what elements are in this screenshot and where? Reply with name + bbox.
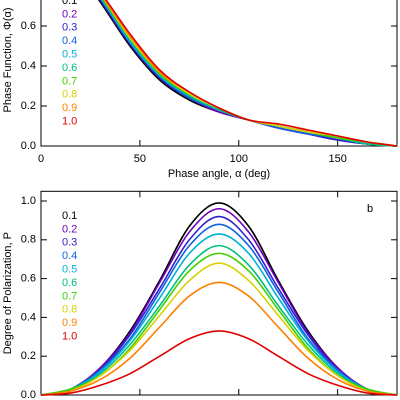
legend-label: 0.1: [62, 210, 77, 222]
x-tick-label: 0: [38, 153, 44, 165]
legend-label: 0.8: [62, 89, 77, 101]
legend-label: 0.1: [62, 0, 77, 7]
legend-label: 0.7: [62, 290, 77, 302]
legend-label: 1.0: [62, 331, 77, 343]
plot-frame: [40, 190, 398, 396]
y-tick-label: 0.4: [21, 60, 36, 72]
legend-label: 0.4: [62, 35, 77, 47]
legend-label: 0.9: [62, 102, 77, 114]
data-line: [97, 0, 398, 147]
data-line: [103, 0, 398, 147]
data-line: [40, 207, 398, 396]
y-tick-label: 0.6: [21, 20, 36, 32]
x-tick-label: 50: [134, 153, 146, 165]
data-line: [103, 0, 398, 147]
data-line: [99, 0, 398, 147]
y-tick-label: 0.8: [21, 234, 36, 246]
data-line: [40, 281, 398, 396]
panel-label: b: [367, 203, 373, 215]
data-line: [100, 0, 398, 147]
data-line: [40, 262, 398, 396]
y-tick-label: 0.0: [21, 140, 36, 152]
legend-label: 0.5: [62, 264, 77, 276]
data-line: [40, 223, 398, 396]
legend-label: 0.3: [62, 22, 77, 34]
legend-label: 0.2: [62, 8, 77, 20]
data-line: [40, 244, 398, 396]
legend-label: 0.3: [62, 237, 77, 249]
y-tick-label: 1.0: [21, 195, 36, 207]
data-line: [40, 202, 398, 396]
legend-label: 0.7: [62, 75, 77, 87]
x-tick-label: 100: [230, 153, 248, 165]
y-tick-label: 0.4: [21, 311, 36, 323]
y-axis-label: Degree of Polarization, P: [2, 232, 14, 354]
data-line: [99, 0, 398, 147]
legend-label: 0.8: [62, 304, 77, 316]
y-tick-label: 0.2: [21, 100, 36, 112]
y-tick-label: 0.6: [21, 273, 36, 285]
legend-label: 0.5: [62, 49, 77, 61]
data-line: [102, 0, 398, 147]
data-line: [40, 330, 398, 396]
x-axis-label: Phase angle, α (deg): [168, 168, 270, 180]
x-tick-label: 150: [328, 153, 346, 165]
y-tick-label: 0.0: [21, 389, 36, 400]
data-line: [102, 0, 398, 147]
legend-label: 0.4: [62, 250, 77, 262]
data-line: [40, 233, 398, 396]
y-axis-label: Phase Function, Φ(α): [2, 7, 14, 112]
legend-label: 0.9: [62, 317, 77, 329]
y-tick-label: 0.2: [21, 350, 36, 362]
plot-frame: [40, 0, 398, 147]
data-line: [100, 0, 398, 147]
data-line: [40, 215, 398, 396]
legend-label: 0.6: [62, 62, 77, 74]
legend-label: 0.2: [62, 223, 77, 235]
data-line: [105, 0, 398, 147]
legend-label: 1.0: [62, 116, 77, 128]
legend-label: 0.6: [62, 277, 77, 289]
